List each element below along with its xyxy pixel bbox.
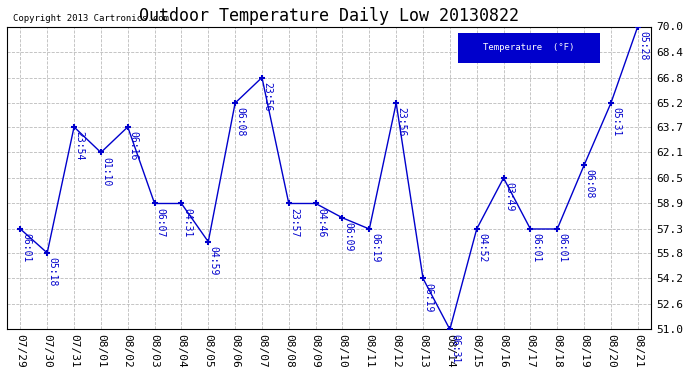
- Text: 23:56: 23:56: [397, 107, 406, 136]
- Text: 01:10: 01:10: [101, 157, 112, 186]
- Text: 06:09: 06:09: [343, 222, 353, 251]
- Text: 05:28: 05:28: [638, 31, 649, 60]
- Text: 06:31: 06:31: [451, 334, 460, 363]
- Text: 04:52: 04:52: [477, 233, 487, 262]
- Text: 06:19: 06:19: [424, 283, 433, 312]
- Text: 06:16: 06:16: [128, 131, 138, 160]
- Text: 03:49: 03:49: [504, 182, 514, 212]
- Title: Outdoor Temperature Daily Low 20130822: Outdoor Temperature Daily Low 20130822: [139, 7, 519, 25]
- Text: 06:01: 06:01: [531, 233, 541, 262]
- Text: 04:46: 04:46: [316, 208, 326, 237]
- Text: 06:08: 06:08: [236, 107, 246, 136]
- Text: 04:59: 04:59: [209, 246, 219, 275]
- Text: 06:19: 06:19: [370, 233, 380, 262]
- Text: 05:18: 05:18: [48, 257, 58, 286]
- Text: Copyright 2013 Cartronics.com: Copyright 2013 Cartronics.com: [13, 15, 169, 24]
- Text: 23:56: 23:56: [262, 82, 273, 111]
- Text: 06:07: 06:07: [155, 208, 165, 237]
- Text: 23:54: 23:54: [75, 131, 85, 160]
- Text: 04:31: 04:31: [182, 208, 192, 237]
- Text: 06:08: 06:08: [584, 170, 595, 199]
- Text: 05:31: 05:31: [611, 107, 622, 136]
- Text: 06:01: 06:01: [21, 233, 31, 262]
- Text: 23:57: 23:57: [289, 208, 299, 237]
- Text: 06:01: 06:01: [558, 233, 568, 262]
